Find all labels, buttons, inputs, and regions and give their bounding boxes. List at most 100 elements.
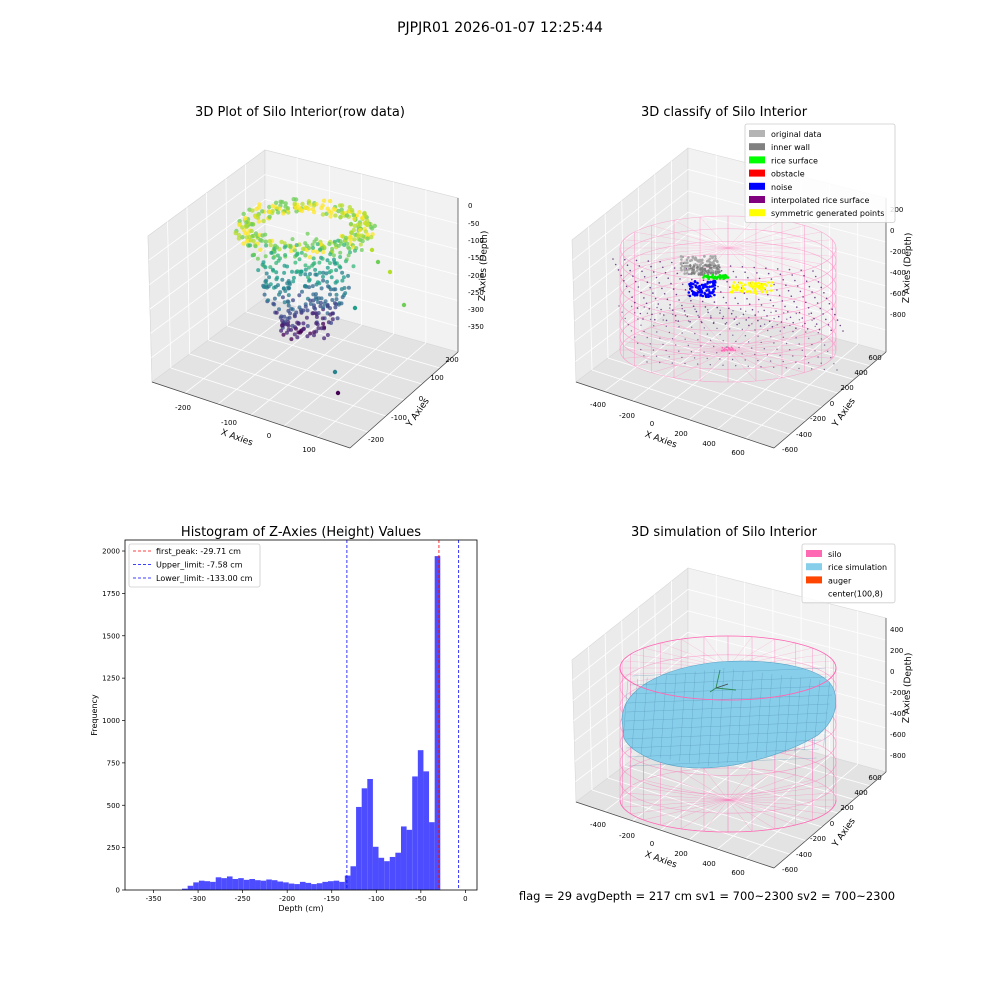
surface-point [703, 327, 705, 329]
surface-point [670, 282, 672, 285]
data-point [258, 237, 263, 243]
data-point [322, 301, 327, 306]
legend-frame [801, 543, 896, 604]
histogram-bar [389, 856, 396, 890]
surface-point [722, 315, 725, 318]
data-point [320, 212, 326, 217]
symmetric-point [757, 281, 761, 285]
data-point [321, 270, 326, 275]
surface-point [783, 312, 785, 314]
surface-point [808, 313, 810, 315]
surface-point [697, 314, 699, 317]
symmetric-point [755, 284, 758, 288]
surface-point [707, 309, 709, 311]
original-point [680, 268, 683, 272]
silo-wireframe [619, 215, 837, 383]
wire-radial [623, 341, 729, 351]
surface-point [775, 310, 777, 312]
inner-wall-point [700, 271, 703, 274]
data-point [358, 242, 363, 247]
outlier-point [332, 369, 338, 375]
histogram-bar [187, 885, 194, 890]
rice-surface-point [715, 277, 718, 280]
data-point [310, 248, 316, 254]
mesh-line [625, 730, 824, 740]
data-point [358, 227, 363, 233]
surface-point [729, 286, 731, 289]
data-point [241, 241, 246, 246]
surface-point [757, 359, 759, 362]
data-point [299, 208, 305, 214]
histogram-bar [255, 880, 261, 890]
data-point [346, 285, 351, 290]
surface-point [729, 328, 731, 330]
data-point [320, 316, 325, 321]
legend-label: symmetric generated points [771, 209, 884, 218]
surface-point [807, 362, 810, 364]
data-point [305, 324, 310, 328]
x-tick-label: -300 [190, 895, 206, 903]
surface-point [662, 266, 664, 269]
data-point [266, 298, 271, 303]
y-tick-label: 1500 [102, 632, 120, 640]
surface-point [767, 272, 770, 275]
x-tick-label: -150 [324, 895, 340, 903]
surface-point [637, 286, 640, 288]
mesh-line [689, 671, 696, 763]
inner-wall-point [710, 266, 713, 269]
data-point [244, 239, 250, 244]
data-point [353, 248, 357, 253]
surface-point [717, 285, 719, 288]
surface-point [646, 361, 648, 363]
surface-point [820, 338, 823, 340]
surface-point [744, 335, 747, 337]
data-point [316, 326, 321, 331]
legend: silo rice simulation auger center(100,8) [801, 543, 896, 604]
surface-point [748, 316, 750, 319]
data-point [261, 218, 266, 224]
symmetric-point [750, 281, 754, 284]
surface-point [803, 274, 805, 277]
surface-point [766, 354, 769, 356]
data-point [300, 201, 305, 207]
wire-radial [673, 349, 729, 378]
data-point [311, 298, 316, 303]
histogram-bar [182, 888, 188, 890]
surface-point [684, 289, 687, 291]
data-point [286, 279, 291, 283]
surface-point [725, 346, 727, 348]
data-point [289, 248, 294, 254]
surface-point [654, 318, 656, 321]
data-point [324, 271, 329, 276]
gridline [588, 646, 593, 791]
gridline [660, 320, 774, 411]
surface-point [634, 280, 637, 283]
center-point [726, 346, 729, 349]
gridline [572, 190, 689, 281]
data-point [306, 206, 311, 212]
surface-point [693, 357, 696, 359]
inner-wall-point [716, 270, 720, 273]
data-point [303, 263, 308, 268]
data-point [312, 239, 317, 244]
inner-wall-point [707, 264, 711, 267]
histogram-bar [434, 556, 441, 890]
data-point [256, 268, 261, 273]
y-tick-label: -400 [796, 431, 812, 439]
histogram-bar [412, 776, 418, 890]
inner-wall-point [690, 267, 694, 270]
surface-point [833, 363, 835, 365]
symmetric-point [769, 284, 773, 287]
surface-point [713, 345, 715, 348]
surface-point [659, 313, 661, 315]
data-point [258, 247, 263, 252]
noise-point [712, 279, 716, 283]
histogram-bar [322, 881, 328, 890]
surface-point [817, 281, 820, 283]
surface-point [807, 307, 810, 309]
data-point [267, 239, 272, 244]
data-point [271, 301, 276, 306]
surface-point [672, 309, 674, 312]
surface-point [763, 348, 765, 350]
surface-point [812, 270, 814, 272]
